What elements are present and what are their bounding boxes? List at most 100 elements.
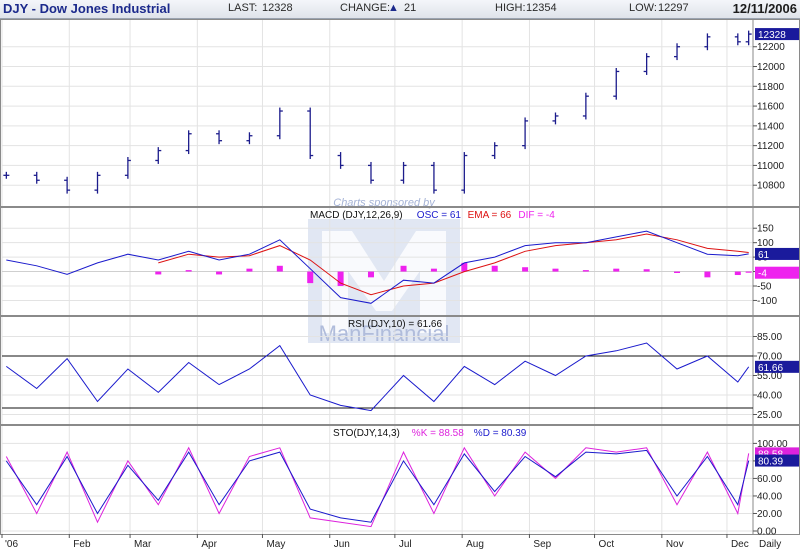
grid-lines [1, 19, 753, 534]
price-bar [734, 33, 741, 46]
y-tick-label: -50 [757, 282, 772, 293]
x-tick-label: Dec [731, 539, 749, 550]
watermark-brand-text: ManFinancial [319, 321, 450, 346]
price-panel: 10800 11000 11200 11400 11600 11800 12000 12200… [3, 28, 799, 194]
last-value-tag [755, 247, 799, 260]
macd-histogram-bar [307, 271, 314, 284]
y-tick-label: 60.00 [757, 474, 782, 485]
y-tick-label: 85.00 [757, 332, 782, 343]
y-tick-label: 25.00 [757, 410, 782, 421]
y-tick-label: 11000 [757, 161, 785, 172]
last-value-tag-text: 61.66 [758, 363, 783, 374]
macd-histogram-bar [734, 271, 741, 276]
price-bar [276, 107, 283, 140]
x-tick-label: Sep [533, 539, 551, 550]
x-axis: '06 Feb Mar Apr May Jun Jul Aug Sep Oct Nov Dec Dail… [1, 534, 781, 550]
macd-legend-ema: EMA = 66 [468, 210, 512, 221]
macd-histogram-bar [276, 265, 283, 272]
panel-frame [0, 19, 800, 207]
y-tick-label: 10800 [757, 181, 785, 192]
y-tick-label: 12200 [757, 42, 785, 53]
price-bar [674, 43, 681, 61]
y-tick-label: 55.00 [757, 371, 782, 382]
price-bar [33, 171, 40, 184]
macd-histogram-bar [216, 271, 223, 275]
price-bar [643, 53, 650, 75]
symbol-title: DJY - Dow Jones Industrial [3, 1, 171, 16]
price-bar [307, 107, 314, 159]
macd-histogram-bar [643, 269, 650, 272]
y-tick-label: 11400 [757, 121, 785, 132]
macd-histogram-bar [400, 265, 407, 272]
price-bar [613, 68, 620, 100]
price-bar [155, 147, 162, 164]
macd-histogram-bar [745, 271, 752, 273]
y-tick-label: 100 [757, 238, 774, 249]
price-bar [552, 112, 559, 125]
watermark-m-icon [322, 231, 446, 333]
macd-ema-line [158, 233, 749, 296]
y-tick-label: 40.00 [757, 491, 782, 502]
last-value: 12328 [262, 2, 293, 14]
price-bar [430, 161, 437, 194]
up-triangle-icon: ▲ [388, 2, 399, 14]
y-tick-label: 40.00 [757, 391, 782, 402]
x-tick-label: Jun [334, 539, 350, 550]
last-value-tag [755, 454, 799, 467]
x-tick-label: May [266, 539, 285, 550]
y-tick-label: 150 [757, 224, 774, 235]
rsi-panel: 25.00 40.00 55.00 70.00 85.00 61.66 RSI (DJY,1… [2, 319, 799, 421]
price-bar [367, 161, 374, 184]
macd-title: MACD (DJY,12,26,9) [310, 210, 403, 221]
y-tick-label: 11800 [757, 82, 785, 93]
chart-header: DJY - Dow Jones Industrial LAST: 12328 C… [0, 0, 800, 19]
price-bar [124, 157, 131, 179]
macd-histogram-bar [704, 271, 711, 278]
last-value-tag-text: -4 [758, 269, 767, 280]
macd-histogram-bar [674, 271, 681, 273]
y-tick-label: 11600 [757, 102, 785, 113]
x-tick-label: Oct [599, 539, 615, 550]
price-bar [400, 161, 407, 184]
x-tick-label: Feb [73, 539, 91, 550]
price-bar [745, 30, 752, 46]
macd-histogram-bar [155, 271, 162, 275]
y-tick-label: 70.00 [757, 352, 782, 363]
macd-histogram-bar [522, 267, 529, 272]
macd-histogram-bar [582, 270, 589, 272]
low-value: 12297 [658, 2, 689, 14]
high-label: HIGH: [495, 2, 526, 14]
y-tick-label: 12000 [757, 62, 785, 73]
x-tick-label: Apr [201, 539, 217, 550]
stochastic-panel: 0.0020.0040.0060.0080.00100.0088.5880.39… [5, 428, 799, 538]
price-bar [246, 132, 253, 145]
price-bar [94, 171, 101, 194]
x-tick-label: '06 [5, 539, 18, 550]
x-tick-label: Aug [466, 539, 484, 550]
x-tick-label: Jul [399, 539, 412, 550]
rsi-title: RSI (DJY,10) = 61.66 [348, 319, 442, 330]
macd-histogram-bar [613, 268, 620, 272]
macd-histogram-bar [337, 271, 344, 286]
stoch-d-line [5, 449, 750, 523]
price-bar [704, 33, 711, 51]
last-value-tag [755, 28, 799, 41]
last-label: LAST: [228, 2, 258, 14]
y-tick-label: -100 [757, 296, 777, 307]
change-label: CHANGE: [340, 2, 391, 14]
price-bar [337, 152, 344, 169]
price-bar [64, 176, 71, 194]
last-value-tag [755, 360, 799, 373]
high-value: 12354 [526, 2, 557, 14]
y-tick-label: 0.00 [757, 527, 777, 538]
macd-histogram-bar [367, 271, 374, 278]
last-value-tag-text: 12328 [758, 30, 786, 41]
macd-histogram-bar [430, 268, 437, 272]
price-bar [582, 92, 589, 120]
stoch-legend-d: %D = 80.39 [474, 428, 527, 439]
macd-legend-osc: OSC = 61 [417, 210, 462, 221]
macd-histogram-bar [185, 270, 192, 272]
x-tick-label: Nov [666, 539, 684, 550]
price-bar [461, 152, 468, 194]
y-tick-label: 20.00 [757, 509, 782, 520]
